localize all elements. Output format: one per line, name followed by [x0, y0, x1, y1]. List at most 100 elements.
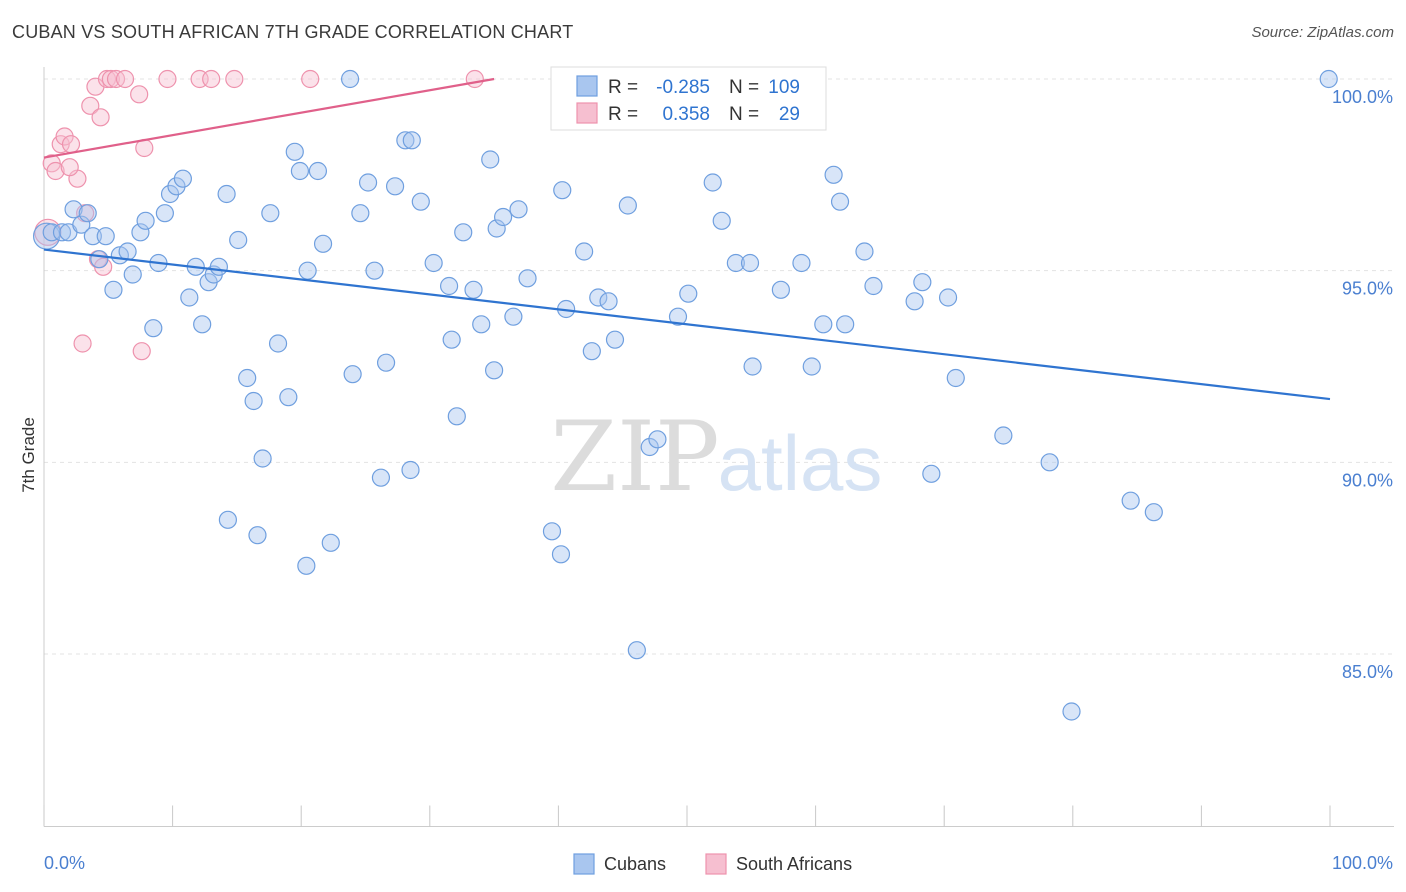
data-point: [712, 211, 731, 230]
data-point: [575, 242, 594, 261]
data-point: [60, 158, 79, 177]
data-point: [365, 261, 384, 280]
data-point: [1319, 69, 1338, 89]
source-credit: Source: ZipAtlas.com: [1251, 24, 1394, 41]
y-tick-label: 90.0%: [1342, 470, 1393, 490]
data-point: [238, 368, 257, 388]
data-point: [605, 330, 625, 349]
legend-n-label-cubans: N =: [729, 77, 759, 98]
data-point: [301, 69, 320, 89]
data-point: [131, 223, 150, 242]
data-point: [217, 184, 236, 204]
legend-swatch-south-africans: [576, 102, 598, 124]
data-point: [447, 407, 466, 426]
data-point: [248, 526, 267, 545]
data-point: [52, 223, 72, 242]
data-point: [73, 334, 92, 353]
data-point: [802, 357, 821, 376]
data-point: [91, 108, 110, 127]
data-point: [938, 288, 958, 307]
data-point: [905, 292, 924, 311]
data-point: [290, 161, 310, 181]
data-point: [83, 227, 102, 246]
data-point: [454, 223, 473, 242]
data-point: [130, 85, 149, 104]
data-point: [81, 96, 100, 115]
data-point: [946, 368, 965, 388]
data-point: [401, 460, 420, 480]
data-point: [209, 257, 228, 276]
data-point: [1062, 702, 1081, 721]
data-point: [101, 69, 120, 89]
data-point: [864, 276, 883, 296]
tick-labels: 85.0% 90.0% 95.0% 100.0% 0.0% 100.0%: [44, 87, 1393, 873]
data-point: [464, 280, 483, 299]
y-tick-label: 85.0%: [1342, 662, 1393, 682]
stats-legend: R = -0.285 N = 109 R = 0.358 N = 29: [550, 66, 827, 131]
data-point: [509, 200, 528, 219]
data-point: [115, 69, 135, 89]
data-point: [648, 430, 667, 449]
data-point: [481, 150, 500, 169]
bottom-legend-swatch-south-africans: [705, 853, 727, 875]
x-tick-label: 0.0%: [44, 853, 85, 873]
data-point: [61, 135, 81, 154]
data-point: [599, 292, 618, 311]
legend-swatch-cubans: [576, 75, 598, 97]
data-point: [726, 253, 745, 273]
data-point: [158, 69, 177, 89]
legend-n-value-cubans: 109: [768, 77, 800, 98]
x-tick-label: 100.0%: [1332, 853, 1393, 873]
data-point: [824, 165, 843, 184]
data-point: [173, 169, 192, 188]
watermark-zip: ZIP: [550, 401, 719, 513]
data-point: [442, 330, 461, 349]
bottom-legend-label-cubans: Cubans: [604, 854, 666, 874]
data-point: [118, 242, 137, 261]
data-point: [104, 280, 123, 299]
data-point: [90, 250, 109, 269]
data-point: [487, 219, 506, 238]
data-point: [792, 253, 811, 273]
trend-line-cubans: [43, 248, 1331, 401]
data-point: [836, 315, 855, 334]
data-point: [1144, 503, 1163, 522]
data-point: [72, 215, 91, 234]
watermark: ZIP atlas: [550, 401, 882, 513]
data-point: [376, 353, 396, 372]
data-point: [136, 211, 155, 230]
data-point: [855, 242, 874, 261]
data-point: [668, 307, 688, 326]
data-point: [1121, 491, 1140, 510]
data-point: [411, 192, 430, 211]
data-point: [553, 181, 572, 200]
data-point: [64, 200, 83, 219]
data-point: [313, 234, 333, 253]
y-tick-label: 95.0%: [1342, 279, 1393, 299]
data-point: [155, 204, 174, 223]
series-cubans: [32, 69, 1338, 721]
legend-r-value-cubans: -0.285: [656, 77, 710, 98]
data-point: [385, 177, 405, 196]
data-point: [371, 468, 391, 487]
trend-line-south-africans: [43, 77, 495, 159]
bottom-legend-label-south-africans: South Africans: [736, 854, 852, 874]
data-point: [298, 261, 317, 280]
data-point: [740, 253, 760, 273]
data-point: [261, 204, 280, 223]
legend-r-label-south-africans: R =: [608, 104, 638, 125]
data-point: [703, 173, 722, 192]
data-point: [297, 556, 316, 575]
data-point: [279, 388, 298, 407]
data-point: [78, 204, 97, 223]
data-point: [225, 69, 244, 89]
data-point: [268, 334, 288, 353]
data-point: [340, 69, 360, 89]
data-point: [1040, 453, 1059, 472]
data-point: [46, 161, 65, 181]
data-point: [202, 69, 221, 89]
data-point: [485, 361, 504, 380]
data-point: [96, 227, 115, 246]
data-point: [244, 391, 263, 411]
